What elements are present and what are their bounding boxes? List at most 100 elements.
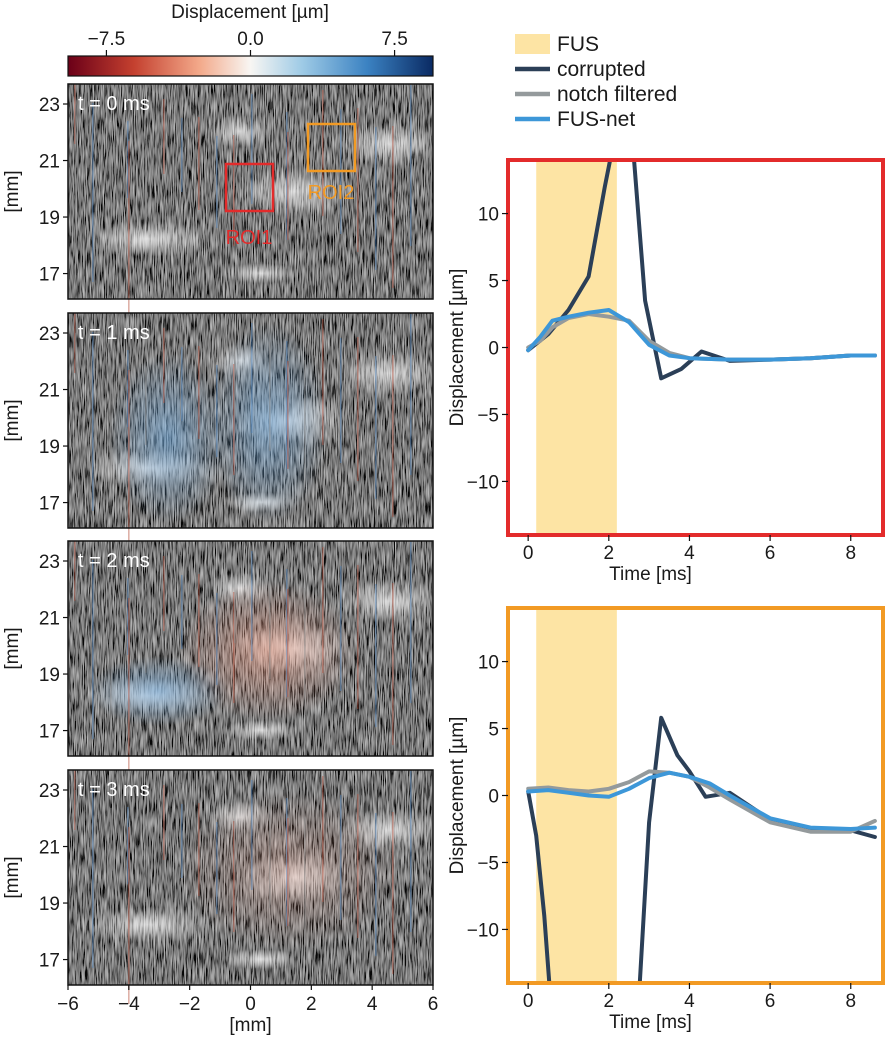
speckle-streak (216, 593, 218, 685)
speckle-streak (180, 784, 182, 878)
legend-swatch-fus (515, 34, 550, 54)
speckle-streak (287, 361, 289, 469)
y-tick-label: 19 (39, 437, 60, 458)
x-tick-label: 8 (845, 991, 856, 1012)
legend-label: FUS-net (557, 108, 635, 131)
speckle-streak (163, 99, 165, 174)
speckle-streak (74, 84, 76, 144)
speckle-streak (92, 560, 94, 739)
speckle-streak (287, 589, 289, 697)
roi2-label: ROI2 (308, 182, 355, 204)
speckle-streak (198, 346, 200, 439)
y-tick-label: 23 (39, 552, 60, 573)
speckle-streak (304, 360, 306, 487)
speckle-streak (234, 552, 236, 643)
colorbar-tick-label: −7.5 (88, 29, 126, 50)
speckle-streak (75, 790, 77, 950)
x-tick-label: 6 (765, 991, 776, 1012)
y-tick-label: 17 (39, 951, 60, 972)
speckle-streak (269, 113, 271, 222)
y-tick-label: 0 (488, 787, 499, 808)
legend-label: notch filtered (557, 83, 677, 106)
speckle-streak (304, 588, 306, 715)
speckle-streak (286, 341, 288, 469)
y-axis-label: [mm] (2, 170, 23, 212)
speckle-streak (286, 112, 288, 240)
speckle-streak (286, 569, 288, 697)
displacement-overlay (88, 656, 228, 726)
speckle-blob (334, 579, 445, 624)
panel-frame (67, 312, 434, 529)
speckle-streak (357, 794, 359, 938)
y-tick-label: 21 (39, 838, 60, 859)
speckle-streak (163, 785, 165, 860)
y-tick-label: −10 (467, 920, 499, 941)
legend-label: FUS (557, 33, 599, 56)
x-tick-label: 0 (245, 994, 256, 1015)
y-tick-label: 17 (39, 265, 60, 286)
speckle-blob (334, 351, 445, 396)
displacement-overlay (208, 323, 328, 523)
time-label: t = 2 ms (78, 550, 150, 572)
speckle-streak (322, 776, 324, 902)
speckle-streak (75, 333, 77, 493)
speckle-streak (375, 584, 377, 727)
y-tick-label: 21 (39, 381, 60, 402)
y-tick-label: −5 (477, 853, 499, 874)
displacement-overlay (178, 790, 398, 950)
colorbar: Displacement [µm] −7.5 0.0 7.5 (67, 2, 434, 77)
image-panel: t = 0 ms 23 21 19 17 [mm] ROI1 ROI2 (2, 83, 445, 318)
y-tick-label: 23 (39, 324, 60, 345)
speckle-streak (181, 804, 183, 878)
speckle-streak (357, 337, 359, 481)
speckle-streak (286, 798, 288, 926)
speckle-streak (392, 355, 394, 517)
speckle-streak (127, 121, 129, 198)
roi1-label: ROI1 (226, 227, 273, 249)
speckle-streak (304, 817, 306, 944)
speckle-streak (110, 122, 112, 300)
speckle-streak (216, 822, 218, 914)
speckle-streak (287, 132, 289, 240)
speckle-streak (269, 342, 271, 451)
time-label: t = 3 ms (78, 779, 150, 801)
speckle-streak (181, 118, 183, 192)
x-tick-label: 0 (523, 543, 534, 564)
speckle-blob (78, 906, 219, 943)
speckle-streak (340, 338, 342, 463)
y-tick-label: 19 (39, 894, 60, 915)
y-tick-label: 19 (39, 208, 60, 229)
speckle-streak (233, 821, 235, 932)
legend-label: corrupted (557, 58, 646, 81)
x-tick-label: 4 (367, 994, 378, 1015)
speckle-streak (357, 108, 359, 252)
x-axis-label: [mm] (229, 1015, 271, 1036)
speckle-streak (339, 546, 341, 691)
colorbar-title: Displacement [µm] (171, 2, 329, 23)
y-tick-label: 17 (39, 494, 60, 515)
x-tick-label: 0 (523, 991, 534, 1012)
speckle-streak (392, 812, 394, 974)
line-chart-roi1: 10 5 0 −5 −10 0 2 4 6 8 Time [ms] Displacement [µm] (447, 158, 885, 585)
speckle-streak (375, 356, 377, 499)
speckle-streak (198, 803, 200, 896)
y-tick-label: 10 (478, 653, 499, 674)
y-tick-label: 21 (39, 152, 60, 173)
speckle-streak (233, 592, 235, 703)
x-tick-label: 8 (845, 543, 856, 564)
speckle-streak (392, 583, 394, 745)
speckle-streak (269, 799, 271, 908)
y-tick-label: 19 (39, 665, 60, 686)
y-tick-label: 23 (39, 781, 60, 802)
speckle-streak (357, 565, 359, 709)
image-panel: t = 1 ms 23 21 19 17 [mm] (2, 312, 445, 547)
speckle-streak (322, 90, 324, 216)
x-tick-label: −4 (118, 994, 140, 1015)
speckle-streak (233, 135, 235, 246)
image-panel: t = 3 ms 23 21 19 17 [mm] (2, 769, 445, 1004)
fus-span (536, 160, 617, 535)
speckle-streak (410, 771, 412, 932)
time-label: t = 0 ms (78, 93, 150, 115)
speckle-streak (110, 579, 112, 757)
